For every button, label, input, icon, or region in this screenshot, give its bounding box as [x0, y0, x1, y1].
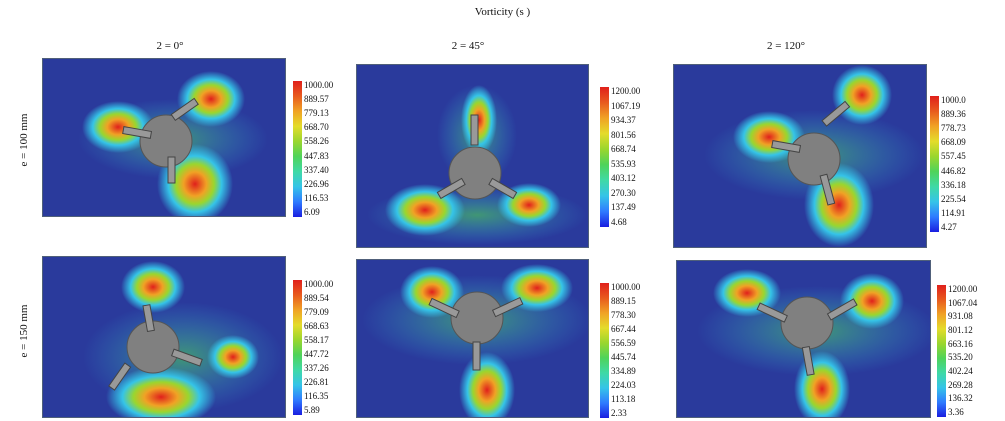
colorbar-tick-label: 1067.04	[948, 297, 978, 308]
colorbar-tick-label: 1000.00	[611, 282, 641, 292]
colorbar-tick-label: 557.45	[941, 151, 966, 162]
colorbar-tick-label: 447.83	[304, 150, 329, 161]
colorbar-gradient	[293, 81, 302, 217]
colorbar-tick-label: 778.30	[611, 310, 636, 320]
colorbar-tick-label: 116.35	[304, 391, 329, 401]
colorbar-tick-label: 336.18	[941, 179, 966, 190]
colorbar-tick-label: 556.59	[611, 338, 636, 348]
colorbar-tick-label: 402.24	[948, 366, 973, 376]
colorbar-tick-label: 137.49	[611, 202, 636, 213]
colorbar-tick-label: 535.93	[611, 158, 636, 169]
colorbar-tick-label: 535.20	[948, 352, 973, 363]
colorbar-e150-45deg: 1000.00 889.15 778.30 667.44 556.59 445.74 334…	[600, 283, 665, 418]
colorbar-tick-label: 1067.19	[611, 100, 641, 111]
colorbar-e100-120deg: 1000.0 889.36 778.73 668.09 557.45 446.82 336.…	[930, 96, 1005, 232]
row-label-e150: e = 150 mm	[18, 304, 30, 358]
column-label-45: 2 = 45°	[451, 40, 485, 52]
colorbar-tick-label: 224.03	[611, 380, 636, 390]
colorbar-e150-0deg: 1000.00 889.54 779.09 668.63 558.17 447.72 337…	[293, 280, 358, 415]
colorbar-tick-label: 558.17	[304, 335, 329, 345]
colorbar-tick-label: 558.26	[304, 136, 329, 147]
colorbar-e100-0deg: 1000.00 889.57 779.13 668.70 558.26 447.83 337…	[293, 81, 358, 217]
row-label-e100: e = 100 mm	[18, 113, 30, 167]
figure-title: Vorticity (s )	[474, 6, 531, 18]
colorbar-gradient	[600, 87, 609, 227]
contour-plot-e150-45deg	[356, 259, 589, 418]
colorbar-tick-label: 445.74	[611, 352, 636, 362]
contour-plot-e100-0deg	[42, 58, 286, 217]
colorbar-tick-label: 934.37	[611, 115, 636, 126]
column-label-0: 2 = 0°	[156, 40, 184, 52]
colorbar-tick-label: 447.72	[304, 349, 329, 359]
colorbar-tick-label: 6.09	[304, 207, 320, 217]
colorbar-tick-label: 4.68	[611, 217, 627, 227]
colorbar-tick-label: 116.53	[304, 192, 329, 203]
colorbar-tick-label: 337.40	[304, 164, 329, 175]
colorbar-tick-label: 667.44	[611, 324, 636, 334]
colorbar-tick-label: 778.73	[941, 123, 966, 134]
colorbar-tick-label: 889.54	[304, 293, 329, 303]
colorbar-tick-label: 663.16	[948, 338, 973, 349]
colorbar-tick-label: 5.89	[304, 405, 320, 415]
colorbar-tick-label: 114.91	[941, 207, 966, 218]
colorbar-tick-label: 4.27	[941, 222, 957, 232]
colorbar-gradient	[600, 283, 609, 418]
colorbar-gradient	[293, 280, 302, 415]
colorbar-tick-label: 337.26	[304, 363, 329, 373]
colorbar-tick-label: 113.18	[611, 394, 636, 404]
colorbar-tick-label: 779.13	[304, 108, 329, 119]
colorbar-gradient	[937, 285, 946, 417]
contour-plot-e150-120deg	[676, 260, 931, 418]
contour-plot-e100-120deg	[673, 64, 927, 248]
colorbar-tick-label: 668.63	[304, 321, 329, 331]
column-label-120: 2 = 120°	[766, 40, 806, 52]
colorbar-gradient	[930, 96, 939, 232]
colorbar-tick-label: 3.36	[948, 407, 964, 417]
colorbar-tick-label: 136.32	[948, 393, 973, 404]
colorbar-tick-label: 779.09	[304, 307, 329, 317]
colorbar-tick-label: 668.70	[304, 122, 329, 133]
colorbar-tick-label: 1000.00	[304, 80, 334, 90]
colorbar-tick-label: 668.09	[941, 137, 966, 148]
colorbar-tick-label: 446.82	[941, 165, 966, 176]
colorbar-tick-label: 270.30	[611, 187, 636, 198]
colorbar-e100-45deg: 1200.00 1067.19 934.37 801.56 668.74 535.93 40…	[600, 87, 665, 227]
colorbar-tick-label: 889.36	[941, 109, 966, 120]
colorbar-tick-label: 889.57	[304, 94, 329, 105]
colorbar-tick-label: 1000.00	[304, 279, 334, 289]
colorbar-tick-label: 403.12	[611, 173, 636, 184]
colorbar-tick-label: 801.12	[948, 325, 973, 335]
colorbar-tick-label: 1200.00	[948, 284, 978, 294]
colorbar-tick-label: 668.74	[611, 144, 636, 155]
colorbar-tick-label: 269.28	[948, 379, 973, 390]
colorbar-tick-label: 2.33	[611, 408, 627, 418]
contour-plot-e150-0deg	[42, 256, 286, 418]
colorbar-tick-label: 889.15	[611, 296, 636, 306]
colorbar-tick-label: 334.89	[611, 366, 636, 376]
colorbar-tick-label: 226.96	[304, 178, 329, 189]
colorbar-tick-label: 226.81	[304, 377, 329, 387]
colorbar-tick-label: 1200.00	[611, 86, 641, 96]
colorbar-tick-label: 931.08	[948, 311, 973, 322]
colorbar-tick-label: 225.54	[941, 193, 966, 204]
contour-plot-e100-45deg	[356, 64, 589, 248]
colorbar-e150-120deg: 1200.00 1067.04 931.08 801.12 663.16 535.20 40…	[937, 285, 1002, 417]
colorbar-tick-label: 801.56	[611, 129, 636, 140]
colorbar-tick-label: 1000.0	[941, 95, 966, 105]
